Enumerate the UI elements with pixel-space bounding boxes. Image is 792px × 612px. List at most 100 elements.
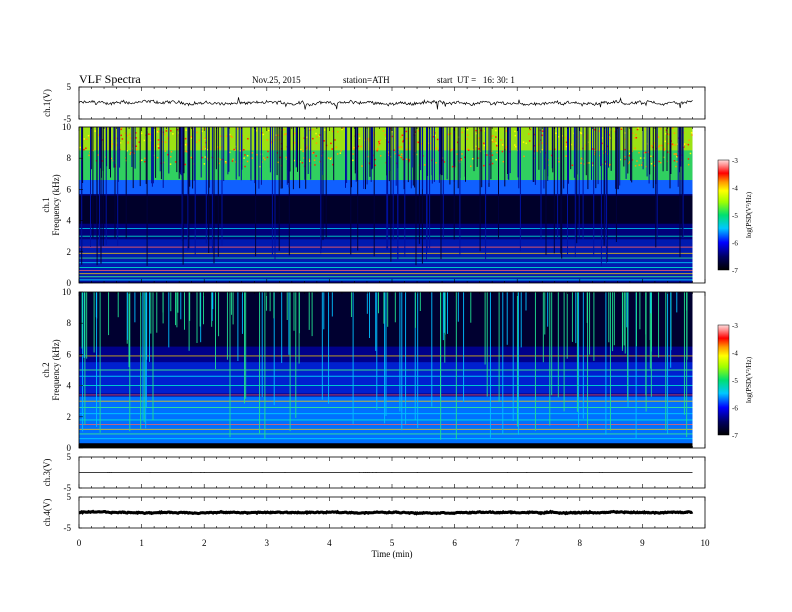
ch1-spectrogram-speckle [434,134,436,137]
ch1-spectrogram-speckle [592,164,594,167]
ch1-spectrogram-speckle [478,132,481,134]
ch1-spectrogram-speckle [483,142,485,145]
ch1-spectrogram-speckle [496,145,498,147]
ch1-spectrogram-speckle [475,145,478,148]
ch1-spectrogram-speckle [233,148,235,151]
ch1-spectrogram-speckle [378,142,381,145]
ch1-spectrogram-speckle [387,141,390,143]
ch1-spectrogram-speckle [79,146,81,149]
ch1-spectrogram-speckle [185,150,187,152]
ch1-spectrogram-speckle [400,156,403,159]
ch1-spectrogram-speckle [357,145,359,148]
date-label: Nov.25, 2015 [252,75,301,85]
ch1-spectrogram-speckle [650,155,652,157]
ch1-spectrogram-speckle [639,157,642,159]
ch1-spectrogram-speckle [231,160,234,162]
ch1-spectrogram-speckle [505,146,507,148]
ch1-spectrogram-speckle [135,132,137,134]
ch1-spectrogram-speckle [140,132,143,135]
ch1-spectrogram-speckle [657,146,660,148]
ch1-spectrogram-speckle [330,142,332,145]
ch1-spectrogram-speckle [170,151,173,153]
ch1-spectrogram-speckle [675,165,677,168]
ch1-spectrogram-speckle [221,158,224,161]
ch1-spectrogram-speckle [243,157,245,159]
ch1-spectrogram-speckle [624,158,626,161]
ch1-spectrogram-speckle [205,147,207,150]
ch1-spectrogram-speckle [614,130,616,133]
ch1-spectrogram-colorbar-scale [717,159,730,271]
ch1-spectrogram-speckle [129,133,131,136]
ch1-spectrogram-speckle [358,133,360,136]
ch1-spectrogram-speckle [308,158,311,161]
ch1-spectrogram-speckle [502,160,505,163]
ch1-spectrogram-speckle [400,136,402,138]
ch1-spectrogram-speckle [663,147,665,150]
ch3-waveform-panel: 5 -5 ch.3(V) [42,452,706,493]
ch1-spectrogram-speckle [396,162,398,165]
ch1-spectrogram-speckle [336,153,339,155]
ch2-spectrogram-colorbar-tick: -3 [732,322,738,330]
ch1-spectrogram-speckle [264,158,266,161]
ch1-spectrogram-colorbar-label: log(PSD(V²/Hz) [745,191,753,238]
ch1-spectrogram-speckle [667,143,669,145]
ch1-spectrogram-speckle [673,160,676,162]
ch1-spectrogram-speckle [239,150,241,152]
ch1-spectrogram-speckle [435,147,437,150]
ch1-spectrogram-speckle [400,155,402,158]
ch1-spectrogram-speckle [584,144,587,147]
ch1-spectrogram-speckle [449,132,452,135]
ch1-spectrogram-speckle [315,132,317,135]
x-tick-label: 10 [701,538,711,548]
ch1-spectrogram-speckle [201,156,204,159]
ch4-waveform-panel: 5 -5 ch.4(V) [42,492,706,533]
ch2-spectrogram-colorbar-tick: -5 [732,377,738,385]
ch1-spectrogram-speckle [456,153,458,155]
ch1-spectrogram-speckle [94,130,96,132]
ch1-spectrogram-speckle [218,146,221,149]
ch1-spectrogram-colorbar-tick: -5 [732,212,738,220]
ch1-spectrogram-speckle [490,135,493,138]
ch1-spectrogram-speckle [534,133,536,136]
ch1-spectrogram-speckle [634,147,636,149]
ch1-spectrogram-speckle [184,163,186,166]
ch1-spectrogram-speckle [186,151,188,153]
ch1-spectrogram-speckle [283,133,286,136]
ch1-spectrogram-speckle [129,137,132,139]
x-tick-label: 2 [202,538,207,548]
ch1-spectrogram-speckle [120,128,122,131]
ch1-spectrogram-speckle [676,156,678,158]
ch1-spectrogram-speckle [461,131,463,134]
ch2-spectrogram-colorbar-label: log(PSD(V²/Hz) [745,356,753,403]
ch1-spectrogram-speckle [541,148,543,151]
ch1-spectrogram-speckle [414,131,417,133]
ch1-spectrogram-speckle [234,149,236,151]
ch1-spectrogram-speckle [327,157,330,159]
ch1-spectrogram-speckle [306,146,308,148]
ch1-spectrogram-speckle [665,133,667,135]
ch1-spectrogram-speckle [467,149,470,151]
ch1-spectrogram-speckle [129,153,131,155]
ch2-spectrogram-colorbar-tick: -7 [732,432,738,440]
ch1-spectrogram-speckle [353,146,356,149]
ch1-spectrogram-speckle [514,144,516,146]
x-tick-label: 4 [327,538,332,548]
ch1-spectrogram-speckle [234,161,237,163]
ch1-spectrogram-speckle [246,160,249,163]
ch1-spectrogram-ytick-label: 10 [62,122,72,132]
ch1-spectrogram-speckle [127,141,129,143]
ch1-spectrogram-speckle [116,144,118,146]
ch1-waveform-panel: 5 -5 ch.1(V) [42,82,706,124]
ch1-spectrogram-speckle [689,152,692,155]
ch1-spectrogram-ytick-label: 2 [67,247,72,257]
ch1-spectrogram-speckle [643,152,645,154]
ch1-colorbar: -3 -4 -5 -6 -7 log(PSD(V²/Hz) [717,157,753,275]
ch1-spectrogram-speckle [685,143,687,145]
ch1-spectrogram-speckle [557,136,560,138]
ch1-spectrogram-speckle [157,139,160,141]
ch1-spectrogram-speckle [416,141,419,143]
ch1-spectrogram-speckle [417,129,420,132]
ch1-spectrogram-speckle [360,145,362,148]
ch1-spectrogram-speckle [391,131,394,133]
